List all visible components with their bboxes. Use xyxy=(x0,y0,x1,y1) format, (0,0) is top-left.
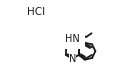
Text: N: N xyxy=(69,54,76,64)
Text: HN: HN xyxy=(65,34,80,44)
Text: HCl: HCl xyxy=(27,7,45,17)
